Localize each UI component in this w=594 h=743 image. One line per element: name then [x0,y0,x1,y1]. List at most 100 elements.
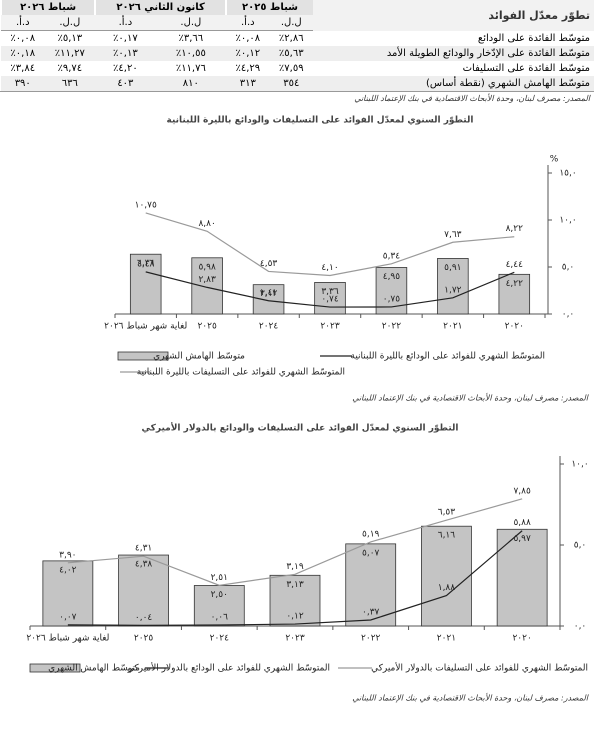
table-row: متوسّط الفائدة على الإدّخار والودائع الط… [1,46,594,61]
x-tick-label: ٢٠٢١ [437,634,456,644]
currency-header: د.أ. [226,15,270,31]
currency-header: ل.ل. [269,15,313,31]
currency-header: ل.ل. [155,15,227,31]
legend-label: متوسّط الهامش الشهري [48,664,140,674]
value-label: ٣,٩٠ [59,550,76,560]
table-cell: ٦٣٦ [44,76,96,91]
table-cell: ٤,٢٠٪ [113,63,138,74]
line [145,212,515,277]
x-tick-label: ٢٠٢٣ [285,634,305,644]
table-row: متوسّط الفائدة على التسليفات ٧,٥٩٪ ٤,٢٩٪ ١١… [1,61,594,76]
chart-title: التطوّر السنوي لمعدّل الفوائد على التسلي… [142,422,459,434]
value-label: ٠,٠٦ [211,613,229,623]
table-row: متوسّط الفائدة على الودائع ٢,٨٦٪ ٠,٠٨٪ ٣,٦٦… [1,31,594,47]
table-cell: ٠,١٧٪ [113,33,138,44]
row-label: متوسّط الهامش الشهري (نقطة أساس) [313,76,594,91]
rates-table: تطوّر معدّل الفوائد شباط ٢٠٢٥ كانون الثان… [0,0,594,91]
legend-label: متوسّط الهامش الشهري [153,352,245,362]
value-label: ٦,٣٦ [137,259,155,269]
bar [375,267,408,315]
table-cell: ٤٠٣ [95,76,156,91]
value-label: ٥,٩٧ [513,534,531,544]
value-label: ٥,٩٨ [198,262,216,272]
period-header: شباط ٢٠٢٥ [225,0,313,15]
value-label: ٤,٤٨ [137,259,155,269]
y-tick-label: ٥,٠ [562,263,575,273]
table-head: تطوّر معدّل الفوائد شباط ٢٠٢٥ كانون الثان… [0,0,594,31]
table-cell: ٤,٢٩٪ [235,63,261,74]
x-tick-label: لغاية شهر شباط ٢٠٢٦ [104,322,187,332]
currency-header: د.أ. [95,15,156,31]
row-label: متوسّط الفائدة على التسليفات [462,63,590,74]
value-label: ٤,٣٨ [135,560,153,570]
legend-swatch [29,663,81,673]
legend-swatch [117,351,169,361]
table-row: متوسّط الهامش الشهري (نقطة أساس) ٣٥٤ ٣١٣ ٨١… [1,76,594,91]
table-cell: ٥,٦٣٪ [269,46,313,61]
table-cell: ٥,١٣٪ [57,33,83,44]
x-tick-label: لغاية شهر شباط ٢٠٢٦ [26,634,109,644]
table-cell: ٠,١٣٪ [95,46,156,61]
y-tick-label: ٠,٠ [562,310,575,320]
chart-title: التطوّر السنوي لمعدّل الفوائد على التسلي… [167,115,474,125]
row-label: متوسّط الفائدة على الودائع [477,32,590,44]
value-label: ٠,٧٥ [383,294,401,304]
period-header: شباط ٢٠٢٦ [0,0,96,15]
table-source: المصدر: مصرف لبنان، وحدة الأبحاث الاقتصا… [0,91,594,106]
value-label: ٨,٨٠ [198,219,215,229]
value-label: ٥,٩١ [444,263,461,273]
table-cell: ٧,٥٩٪ [278,63,304,74]
value-label: ٧,٨٥ [513,486,531,496]
x-tick-label: ٢٠٢٤ [259,322,279,332]
bar [129,253,162,315]
x-tick-label: ٢٠٢٠ [505,322,524,332]
y-tick-label: ٥,٠ [574,541,587,551]
table-cell: ٣١٣ [226,76,270,91]
bar [421,525,472,627]
period-header: كانون الثاني ٢٠٢٦ [94,0,227,15]
value-label: ٢,٥١ [211,573,228,583]
value-label: ٥,٨٨ [513,518,531,528]
legend-label: المتوسّط الشهري للفوائد على التسليفات با… [371,662,588,674]
y-tick-label: ١٥,٠ [559,169,576,179]
bar [269,574,321,627]
value-label: ١,٤١ [260,288,277,298]
x-tick-label: ٢٠٢٢ [361,634,381,644]
value-label: ٣,١٩ [286,562,304,572]
legend-label: المتوسّط الشهري للفوائد على التسليفات با… [137,368,345,378]
table-cell: ٨١٠ [155,76,227,91]
value-label: ٤,٣١ [135,544,152,554]
value-label: ٢,٨٣ [198,275,216,285]
subheader-row: ل.ل. د.أ. ل.ل. د.أ. ل.ل. د.أ. [1,15,594,31]
bar [42,560,94,627]
value-label: ٠,٠٤ [135,613,153,623]
row-label: متوسّط الفائدة على الإدّخار والودائع الط… [313,46,594,61]
value-label: ٠,٠٧ [59,612,77,622]
value-label: ٥,١٩ [362,529,380,539]
value-label: ٦,١٦ [438,531,456,541]
chart-source: المصدر: مصرف لبنان، وحدة الأبحاث الاقتصا… [352,693,588,703]
value-label: ٠,٣٧ [362,608,380,618]
y-axis-label: % [550,155,559,165]
legend-label: المتوسّط الشهري للفوائد على الودائع بالد… [127,662,330,674]
value-label: ١,٧٢ [444,285,462,295]
value-label: ٤,٩٥ [383,272,401,282]
table-cell: ١١,٢٧٪ [44,46,96,61]
table-cell: ٠,٠٨٪ [235,33,261,44]
bar [252,284,285,315]
value-label: ٤,٠٢ [59,565,77,575]
value-label: ٤,٤٤ [506,260,524,270]
value-label: ٤,١٠ [321,263,338,273]
bar [118,554,169,627]
header-row: تطوّر معدّل الفوائد شباط ٢٠٢٥ كانون الثان… [0,0,594,31]
x-tick-label: ٢٠٢٥ [197,322,217,332]
table-title: تطوّر معدّل الفوائد [313,0,594,31]
table-cell: ٣٥٤ [269,76,313,91]
table-cell: ٩,٧٤٪ [57,63,83,74]
value-label: ٢,٥٠ [211,590,228,600]
bar [314,282,346,315]
value-label: ٣,٣٦ [321,287,339,297]
y-tick-label: ٠,٠ [574,622,587,632]
bar [191,257,223,315]
